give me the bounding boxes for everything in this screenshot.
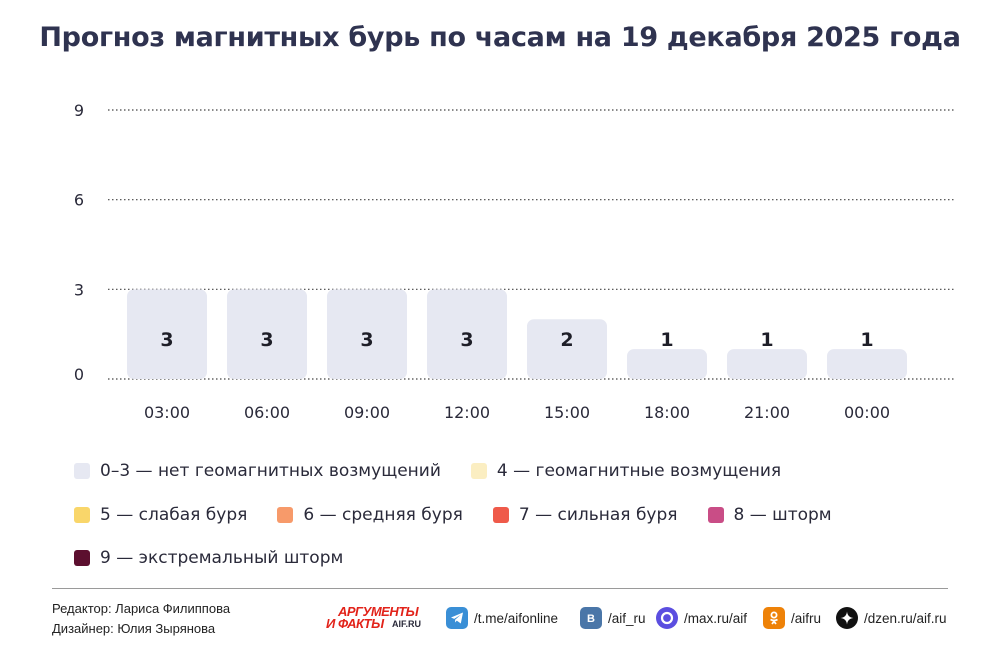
legend-label: 4 — геомагнитные возмущения (496, 461, 782, 481)
legend-swatch (707, 507, 724, 523)
social-link-vk[interactable]: B/aif_ru (580, 607, 646, 629)
legend-swatch (74, 507, 90, 523)
max-icon (656, 607, 678, 629)
social-link-dzen[interactable]: /dzen.ru/aif.ru (836, 607, 947, 629)
bar (427, 289, 507, 379)
social-link-text: /max.ru/aif (684, 610, 748, 626)
x-tick-label: 15:00 (544, 403, 590, 422)
bar (827, 349, 907, 379)
dzen-icon (836, 607, 858, 629)
x-tick-label: 00:00 (844, 403, 890, 422)
social-link-max[interactable]: /max.ru/aif (656, 607, 747, 629)
telegram-icon (446, 607, 468, 629)
footer-divider (52, 588, 948, 589)
legend-row: 0–3 — нет геомагнитных возмущений 4 — гео… (74, 458, 811, 484)
aif-logo[interactable]: АРГУМЕНТЫ И ФАКТЫ AIF.RU (326, 604, 434, 632)
x-tick-label: 03:00 (144, 403, 190, 422)
logo-line-2: И ФАКТЫ (326, 616, 384, 631)
bar-value-label: 3 (360, 329, 373, 351)
legend-swatch (470, 463, 487, 479)
y-tick-label: 3 (74, 280, 84, 299)
x-tick-label: 18:00 (644, 403, 690, 422)
social-link-text: /aif_ru (608, 610, 646, 626)
legend-item: 5 — слабая буря (74, 505, 247, 525)
bar (627, 349, 707, 379)
odnoklassniki-icon (763, 607, 785, 629)
x-tick-label: 21:00 (744, 403, 790, 422)
legend-row: 9 — экстремальный шторм (74, 545, 373, 571)
bar-value-label: 3 (160, 329, 173, 351)
legend-swatch (74, 463, 90, 479)
bar-value-label: 1 (860, 329, 873, 351)
bar-value-label: 1 (760, 329, 773, 351)
legend-label: 0–3 — нет геомагнитных возмущений (100, 461, 441, 481)
legend-item: 9 — экстремальный шторм (74, 548, 343, 568)
bar (127, 289, 207, 379)
y-tick-label: 6 (74, 191, 84, 210)
legend-label: 8 — шторм (733, 505, 832, 525)
bar-value-label: 3 (460, 329, 473, 351)
x-tick-label: 06:00 (244, 403, 290, 422)
chart-title: Прогноз магнитных бурь по часам на 19 де… (39, 22, 961, 53)
legend-swatch (74, 550, 90, 566)
x-tick-label: 09:00 (344, 403, 390, 422)
bar-value-label: 3 (260, 329, 273, 351)
x-tick-label: 12:00 (444, 403, 490, 422)
social-link-text: /t.me/aifonline (474, 610, 559, 626)
designer-credit: Дизайнер: Юлия Зырянова (52, 621, 216, 636)
legend-label: 6 — средняя буря (303, 505, 463, 525)
social-link-text: /dzen.ru/aif.ru (864, 610, 947, 626)
social-link-text: /aifru (791, 610, 822, 626)
legend-item: 7 — сильная буря (492, 505, 678, 525)
legend-label: 5 — слабая буря (100, 505, 248, 525)
legend-swatch (492, 507, 509, 523)
bar-chart: 0 3 6 9 3 03:00 3 06:00 3 09:00 3 12:00 2 15:00 1 18:00… (74, 101, 955, 422)
logo-line-1: АРГУМЕНТЫ (338, 604, 419, 619)
legend-item: 6 — средняя буря (277, 505, 463, 525)
svg-text:B: B (587, 613, 595, 624)
bar-value-label: 2 (560, 329, 573, 351)
legend-row: 5 — слабая буря 6 — средняя буря 7 — сильн… (74, 502, 862, 528)
legend-label: 9 — экстремальный шторм (100, 548, 344, 568)
bar (527, 319, 607, 379)
legend-item: 8 — шторм (707, 505, 832, 525)
legend-item: 4 — геомагнитные возмущения (470, 461, 782, 481)
legend-item: 0–3 — нет геомагнитных возмущений (74, 461, 441, 481)
bar (227, 289, 307, 379)
y-tick-label: 0 (74, 365, 84, 384)
legend-label: 7 — сильная буря (518, 505, 678, 525)
logo-site: AIF.RU (392, 619, 421, 629)
bar-value-label: 1 (660, 329, 673, 351)
y-tick-label: 9 (74, 101, 84, 120)
bar (727, 349, 807, 379)
credits: Редактор: Лариса Филиппова Дизайнер: Юли… (52, 599, 230, 639)
social-link-odnoklassniki[interactable]: /aifru (763, 607, 821, 629)
legend-swatch (277, 507, 294, 523)
social-link-telegram[interactable]: /t.me/aifonline (446, 607, 558, 629)
editor-credit: Редактор: Лариса Филиппова (52, 601, 231, 616)
vk-icon: B (580, 607, 602, 629)
bar (327, 289, 407, 379)
